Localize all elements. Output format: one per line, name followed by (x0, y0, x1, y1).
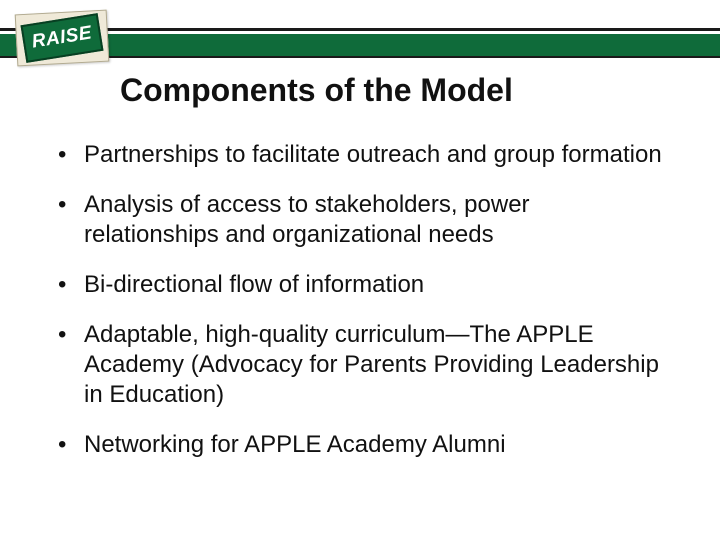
raise-logo-text: RAISE (30, 22, 93, 53)
header-rule-top (0, 28, 720, 31)
list-item: Analysis of access to stakeholders, powe… (50, 190, 670, 250)
list-item: Bi-directional flow of information (50, 270, 670, 300)
list-item: Networking for APPLE Academy Alumni (50, 430, 670, 460)
list-item: Adaptable, high-quality curriculum—The A… (50, 320, 670, 410)
page-title: Components of the Model (120, 72, 513, 109)
bullet-list: Partnerships to facilitate outreach and … (50, 140, 670, 480)
raise-logo: RAISE (15, 10, 110, 67)
raise-logo-panel: RAISE (21, 13, 104, 63)
slide: RAISE Components of the Model Partnershi… (0, 0, 720, 540)
list-item: Partnerships to facilitate outreach and … (50, 140, 670, 170)
